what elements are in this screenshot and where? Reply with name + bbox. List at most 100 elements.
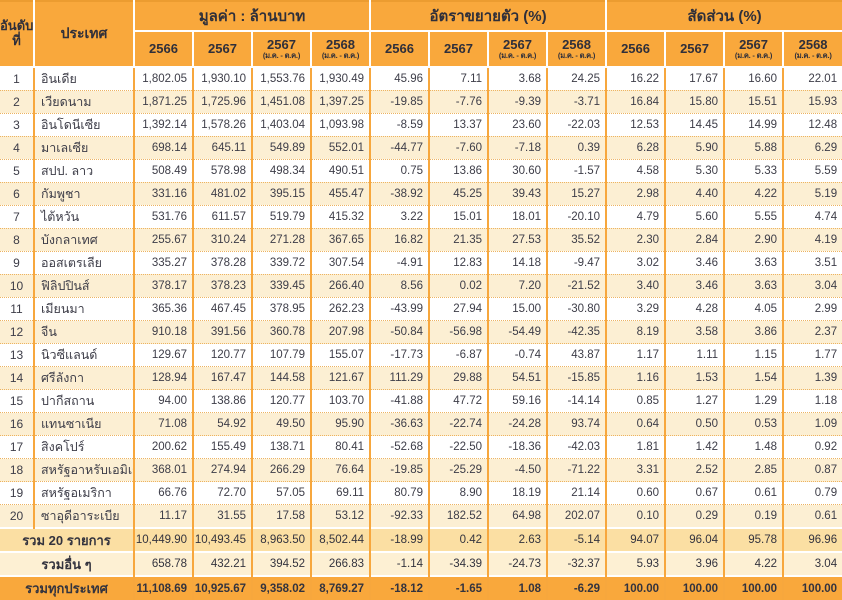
share-cell: 15.80	[664, 90, 725, 114]
table-row: 4 มาเลเซีย 698.14 645.11 549.89 552.01 -…	[0, 136, 842, 160]
growth-cell: -0.74	[487, 343, 548, 368]
country-cell: เวียดนาม	[33, 90, 134, 114]
growth-cell: -43.99	[369, 297, 430, 322]
rank-cell: 7	[0, 205, 34, 229]
growth-cell: 24.25	[546, 67, 607, 91]
growth-cell: -42.03	[546, 435, 607, 460]
share-cell: 8.19	[605, 320, 666, 345]
country-cell: ออสเตรเลีย	[33, 251, 134, 275]
year-column-header: 2567	[192, 30, 253, 68]
share-cell: 5.55	[723, 205, 784, 229]
rank-cell: 4	[0, 136, 34, 160]
year-label: 2567	[503, 36, 532, 52]
year-range-label: (ม.ค. - ต.ค.)	[498, 51, 537, 61]
growth-cell: -19.85	[369, 90, 430, 114]
growth-cell: -9.39	[487, 90, 548, 114]
share-cell: 0.87	[782, 458, 842, 483]
share-cell: 16.84	[605, 90, 666, 114]
country-cell: ฟิลิปปินส์	[33, 274, 134, 298]
year-column-header: 2567	[428, 30, 490, 68]
growth-cell: 15.01	[428, 205, 489, 229]
growth-cell: -22.74	[428, 412, 489, 437]
share-cell: 4.05	[723, 297, 784, 322]
table-row: 13 นิวซีแลนด์ 129.67 120.77 107.79 155.0…	[0, 343, 842, 368]
growth-cell: 21.14	[546, 481, 607, 506]
growth-cell: -4.91	[369, 251, 430, 275]
share-cell: 5.93	[605, 551, 666, 576]
value-cell: 103.70	[309, 389, 371, 414]
share-cell: 2.85	[723, 458, 784, 483]
growth-cell: -20.10	[546, 205, 607, 229]
value-cell: 271.28	[251, 228, 311, 252]
growth-cell: -19.85	[369, 458, 430, 483]
rank-cell: 18	[0, 458, 34, 483]
growth-cell: -14.14	[546, 389, 607, 414]
share-cell: 96.96	[782, 527, 842, 552]
value-cell: 367.65	[309, 228, 371, 252]
value-cell: 498.34	[251, 159, 311, 183]
value-cell: 138.71	[251, 435, 311, 460]
growth-cell: -22.03	[546, 113, 607, 137]
growth-cell: 21.35	[428, 228, 489, 252]
table-row: 19 สหรัฐอเมริกา 66.76 72.70 57.05 69.11 …	[0, 481, 842, 506]
growth-cell: 29.88	[428, 366, 489, 391]
growth-cell: 45.25	[428, 182, 489, 206]
growth-cell: 47.72	[428, 389, 489, 414]
growth-cell: 16.82	[369, 228, 430, 252]
country-cell: ศรีลังกา	[33, 366, 134, 391]
growth-cell: 0.42	[428, 527, 489, 552]
growth-cell: -8.59	[369, 113, 430, 137]
value-cell: 95.90	[309, 412, 371, 437]
growth-cell: -41.88	[369, 389, 430, 414]
share-cell: 2.52	[664, 458, 725, 483]
value-cell: 207.98	[309, 320, 371, 345]
value-cell: 360.78	[251, 320, 311, 345]
value-cell: 1,725.96	[192, 90, 252, 114]
value-cell: 1,093.98	[309, 113, 371, 137]
growth-cell: 59.16	[487, 389, 548, 414]
rank-cell: 19	[0, 481, 34, 506]
share-cell: 5.19	[782, 182, 842, 206]
share-cell: 1.09	[782, 412, 842, 437]
country-cell: ซาอุดีอาระเบีย	[33, 504, 134, 528]
value-cell: 49.50	[251, 412, 311, 437]
year-column-header: 2567 (ม.ค. - ต.ค.)	[251, 30, 312, 68]
share-cell: 1.81	[605, 435, 666, 460]
value-cell: 11.17	[133, 504, 193, 528]
value-cell: 310.24	[192, 228, 252, 252]
share-cell: 100.00	[664, 575, 725, 600]
growth-group-header: อัตราขยายตัว (%)	[369, 1, 608, 32]
growth-cell: -6.87	[428, 343, 489, 368]
share-cell: 0.53	[723, 412, 784, 437]
growth-cell: -38.92	[369, 182, 430, 206]
share-cell: 100.00	[782, 575, 842, 600]
rank-cell: 12	[0, 320, 34, 345]
share-cell: 5.30	[664, 159, 725, 183]
share-cell: 3.63	[723, 274, 784, 298]
rank-cell: 6	[0, 182, 34, 206]
rank-cell: 3	[0, 113, 34, 137]
year-column-header: 2566	[369, 30, 431, 68]
value-cell: 1,397.25	[309, 90, 371, 114]
value-cell: 365.36	[133, 297, 193, 322]
value-cell: 11,108.69	[133, 575, 193, 600]
growth-cell: -6.29	[546, 575, 607, 600]
value-cell: 274.94	[192, 458, 252, 483]
year-range-label: (ม.ค. - ต.ค.)	[262, 51, 301, 61]
share-cell: 15.93	[782, 90, 842, 114]
year-range-label: (ม.ค. - ต.ค.)	[794, 51, 832, 61]
growth-cell: -7.76	[428, 90, 489, 114]
growth-cell: 8.90	[428, 481, 489, 506]
share-cell: 0.85	[605, 389, 666, 414]
growth-cell: 182.52	[428, 504, 489, 528]
share-cell: 3.51	[782, 251, 842, 275]
growth-cell: 54.51	[487, 366, 548, 391]
value-cell: 481.02	[192, 182, 252, 206]
year-range-label: (ม.ค. - ต.ค.)	[321, 51, 360, 61]
table-row: 20 ซาอุดีอาระเบีย 11.17 31.55 17.58 53.1…	[0, 504, 842, 528]
value-cell: 368.01	[133, 458, 193, 483]
growth-cell: -1.65	[428, 575, 489, 600]
growth-cell: 18.01	[487, 205, 548, 229]
growth-cell: 30.60	[487, 159, 548, 183]
share-cell: 0.60	[605, 481, 666, 506]
